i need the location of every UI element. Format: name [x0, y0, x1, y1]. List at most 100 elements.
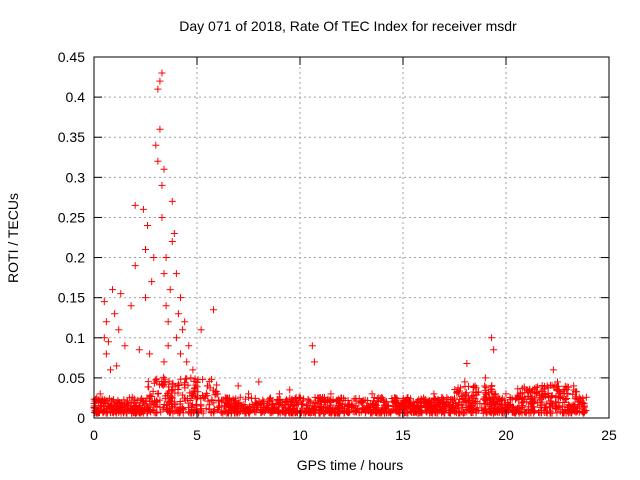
background-marker: [481, 395, 489, 403]
y-tick-label: 0.45: [58, 49, 85, 65]
background-marker: [519, 393, 527, 401]
background-marker: [448, 407, 456, 415]
data-marker: [181, 318, 189, 326]
background-marker: [312, 399, 320, 407]
background-marker: [376, 409, 384, 417]
background-marker: [538, 398, 546, 406]
background-marker: [313, 400, 321, 408]
background-marker: [227, 409, 235, 417]
background-marker: [332, 398, 340, 406]
data-marker: [203, 382, 211, 390]
background-marker: [378, 405, 386, 413]
background-marker: [570, 406, 578, 414]
background-marker: [241, 395, 249, 403]
data-marker: [121, 342, 129, 350]
data-marker: [160, 270, 168, 278]
background-marker: [462, 397, 470, 405]
background-marker: [292, 409, 300, 417]
background-marker: [252, 401, 260, 409]
background-marker: [340, 403, 348, 411]
background-marker: [495, 408, 503, 416]
background-marker: [486, 403, 494, 411]
data-marker: [183, 358, 191, 366]
background-marker: [149, 387, 157, 395]
data-marker: [131, 201, 139, 209]
data-marker: [209, 306, 217, 314]
background-marker: [123, 407, 131, 415]
data-marker: [463, 359, 471, 367]
background-marker: [582, 393, 590, 401]
chart-title: Day 071 of 2018, Rate Of TEC Index for r…: [179, 18, 517, 34]
background-marker: [99, 398, 107, 406]
background-marker: [434, 395, 442, 403]
background-marker: [482, 405, 490, 413]
background-marker: [480, 400, 488, 408]
data-marker: [337, 394, 345, 402]
background-marker: [213, 381, 221, 389]
background-marker: [324, 395, 332, 403]
background-marker: [276, 395, 284, 403]
background-marker: [153, 408, 161, 416]
data-marker: [193, 378, 201, 386]
background-marker: [114, 398, 122, 406]
y-tick-label: 0.3: [66, 169, 86, 185]
background-marker: [311, 393, 319, 401]
background-marker: [198, 392, 206, 400]
background-marker: [433, 403, 441, 411]
background-marker: [248, 394, 256, 402]
background-marker: [480, 406, 488, 414]
data-marker: [142, 294, 149, 302]
background-marker: [111, 402, 119, 410]
data-marker: [461, 378, 469, 386]
background-marker: [169, 394, 177, 402]
background-marker: [165, 398, 173, 406]
background-marker: [304, 408, 312, 416]
background-marker: [309, 405, 317, 413]
background-marker: [150, 379, 158, 387]
data-marker: [177, 294, 185, 302]
data-marker: [127, 302, 135, 310]
data-marker: [170, 229, 178, 237]
background-marker: [554, 399, 562, 407]
background-marker: [190, 385, 198, 393]
data-marker: [172, 270, 180, 278]
x-tick-label: 10: [292, 427, 308, 443]
background-marker: [92, 397, 100, 405]
background-marker: [116, 402, 124, 410]
background-marker: [99, 397, 107, 405]
background-marker: [455, 399, 463, 407]
background-marker: [207, 408, 215, 416]
background-marker: [335, 404, 343, 412]
background-marker: [581, 408, 589, 416]
background-marker: [305, 397, 313, 405]
data-marker: [197, 326, 205, 334]
background-marker: [396, 408, 404, 416]
background-marker: [440, 404, 448, 412]
background-marker: [385, 401, 393, 409]
background-marker: [389, 405, 397, 413]
data-marker: [144, 221, 152, 229]
data-marker: [451, 394, 458, 402]
background-marker: [258, 408, 266, 416]
data-marker: [378, 394, 386, 402]
background-marker: [97, 403, 105, 411]
data-marker: [471, 382, 479, 390]
background-marker: [165, 383, 173, 391]
background-marker: [288, 396, 296, 404]
data-marker: [543, 382, 551, 390]
background-marker: [281, 408, 289, 416]
background-marker: [559, 403, 567, 411]
background-marker: [321, 409, 329, 417]
background-marker: [138, 395, 146, 403]
background-marker: [472, 398, 480, 406]
data-marker: [286, 386, 294, 394]
data-marker: [131, 262, 139, 270]
background-marker: [306, 398, 314, 406]
background-marker: [241, 403, 249, 411]
data-marker: [109, 286, 117, 294]
background-marker: [232, 400, 240, 408]
background-marker: [359, 397, 367, 405]
background-marker: [534, 399, 542, 407]
data-marker: [177, 350, 185, 358]
y-tick-label: 0.15: [58, 290, 85, 306]
